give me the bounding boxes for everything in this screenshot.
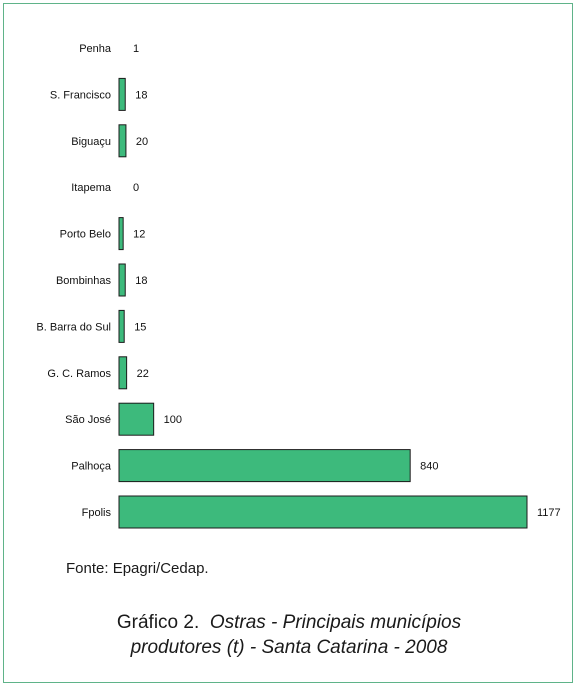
caption-title-line1: Ostras - Principais municípios xyxy=(209,612,462,633)
category-label: Fpolis xyxy=(82,507,112,519)
value-label: 0 xyxy=(133,182,139,194)
value-label: 18 xyxy=(135,275,147,287)
figure-frame xyxy=(3,3,573,683)
value-label: 840 xyxy=(420,461,438,473)
bar xyxy=(118,124,127,158)
value-label: 1177 xyxy=(537,507,561,519)
value-label: 15 xyxy=(134,321,146,333)
caption-prefix: Gráfico 2. xyxy=(116,612,200,633)
category-label: G. C. Ramos xyxy=(47,368,111,380)
category-label: S. Francisco xyxy=(50,89,111,101)
bar xyxy=(118,449,411,483)
value-label: 100 xyxy=(164,414,182,426)
category-label: Palhoça xyxy=(71,461,112,473)
value-label: 18 xyxy=(135,89,147,101)
bar xyxy=(118,495,528,529)
caption-title-line2: produtores (t) - Santa Catarina - 2008 xyxy=(130,637,448,658)
bar-chart: Penha 1 S. Francisco 18 Biguaçu 20 Itapema 0 Por… xyxy=(36,43,561,529)
category-label: Porto Belo xyxy=(60,229,111,241)
category-label: Itapema xyxy=(71,182,112,194)
category-label: Penha xyxy=(79,43,112,55)
value-label: 20 xyxy=(136,136,148,148)
value-label: 12 xyxy=(133,229,145,241)
bar xyxy=(118,356,128,390)
category-label: B. Barra do Sul xyxy=(36,321,111,333)
source-note: Fonte: Epagri/Cedap. xyxy=(66,560,209,577)
bar xyxy=(118,263,126,297)
category-label: São José xyxy=(65,414,111,426)
value-label: 22 xyxy=(137,368,149,380)
bar xyxy=(118,77,126,111)
category-label: Bombinhas xyxy=(56,275,112,287)
category-label: Biguaçu xyxy=(71,136,111,148)
figure-caption: Gráfico 2. Ostras - Principais município… xyxy=(20,610,558,660)
bar xyxy=(118,402,155,436)
bar xyxy=(118,217,124,251)
value-label: 1 xyxy=(133,43,139,55)
bar xyxy=(118,309,125,343)
